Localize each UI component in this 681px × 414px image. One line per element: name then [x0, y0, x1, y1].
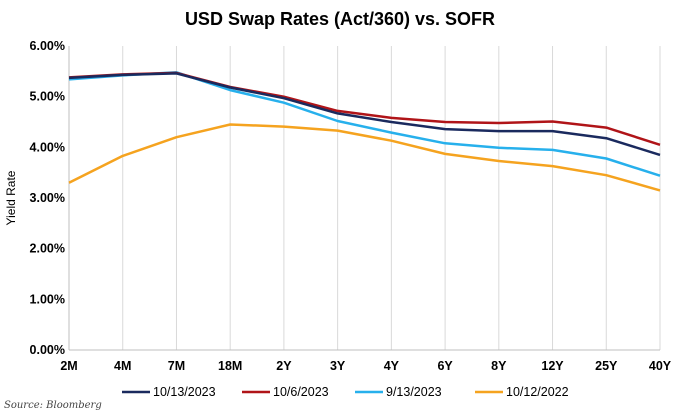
y-tick-label: 3.00% — [30, 191, 65, 205]
series-line — [68, 123, 661, 192]
x-tick-label: 3Y — [330, 359, 346, 373]
series-line — [68, 72, 661, 157]
y-tick-label: 0.00% — [30, 343, 65, 357]
y-tick-label: 5.00% — [30, 90, 65, 104]
y-tick-label: 2.00% — [30, 242, 65, 256]
legend-label: 10/12/2022 — [506, 385, 569, 399]
y-tick-label: 4.00% — [30, 140, 65, 154]
x-tick-label: 2M — [60, 359, 77, 373]
x-tick-label: 6Y — [437, 359, 453, 373]
x-tick-label: 18M — [218, 359, 242, 373]
chart-title: USD Swap Rates (Act/360) vs. SOFR — [185, 9, 495, 29]
y-tick-label: 1.00% — [30, 292, 65, 306]
x-tick-label: 40Y — [649, 359, 672, 373]
x-tick-label: 4M — [114, 359, 131, 373]
legend: 10/13/2023 10/6/2023 9/13/2023 10/12/2022 — [122, 385, 569, 399]
x-tick-label: 7M — [168, 359, 185, 373]
source-note: Source: Bloomberg — [4, 400, 102, 411]
legend-label: 9/13/2023 — [386, 385, 442, 399]
x-tick-label: 12Y — [541, 359, 564, 373]
x-tick-label: 4Y — [384, 359, 400, 373]
y-axis-label: Yield Rate — [4, 170, 18, 225]
x-tick-label: 25Y — [595, 359, 618, 373]
legend-label: 10/6/2023 — [273, 385, 329, 399]
plot-area: 0.00% 1.00% 2.00% 3.00% 4.00% 5.00% 6.00% 2M 4M 7… — [30, 39, 672, 373]
y-tick-label: 6.00% — [30, 39, 65, 53]
legend-label: 10/13/2023 — [153, 385, 216, 399]
x-tick-label: 2Y — [276, 359, 292, 373]
x-tick-label: 8Y — [491, 359, 507, 373]
